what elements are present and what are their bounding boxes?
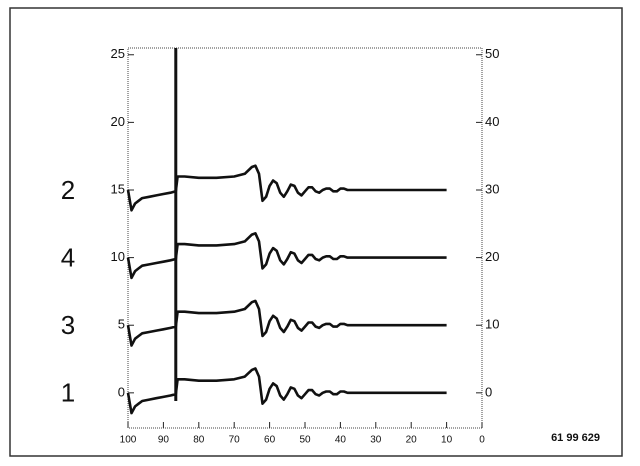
- x-tick-label: 0: [479, 435, 485, 446]
- x-tick-label: 20: [406, 435, 418, 446]
- series-label: 2: [61, 175, 75, 205]
- x-tick-label: 80: [193, 435, 205, 446]
- frame: [9, 7, 623, 457]
- figure-id: 61 99 629: [551, 432, 600, 444]
- x-tick-label: 50: [299, 435, 311, 446]
- x-tick-label: 40: [335, 435, 347, 446]
- series-line: [126, 164, 447, 212]
- y2-tick-label: 0: [485, 384, 492, 399]
- x-tick-label: 60: [264, 435, 276, 446]
- y-tick-label: 15: [111, 181, 125, 196]
- x-tick-label: 10: [441, 435, 453, 446]
- y-tick-label: 20: [111, 114, 125, 129]
- y-tick-label: 5: [118, 317, 125, 332]
- series-label: 3: [61, 310, 75, 340]
- y-tick-label: 10: [111, 249, 125, 264]
- y2-tick-label: 50: [485, 46, 499, 61]
- x-tick-label: 100: [120, 435, 137, 446]
- y2-tick-label: 20: [485, 249, 499, 264]
- y2-tick-label: 40: [485, 114, 499, 129]
- y-tick-label: 0: [118, 384, 125, 399]
- series-line: [126, 299, 447, 347]
- y2-tick-label: 10: [485, 317, 499, 332]
- series-line: [126, 232, 447, 280]
- x-tick-label: 30: [370, 435, 382, 446]
- x-tick-label: 90: [158, 435, 170, 446]
- x-tick-label: 70: [229, 435, 241, 446]
- series-label: 4: [61, 242, 75, 272]
- series-label: 1: [61, 378, 75, 408]
- series-line: [126, 367, 447, 415]
- y-tick-label: 25: [111, 46, 125, 61]
- plot-frame: [127, 47, 483, 429]
- y2-tick-label: 30: [485, 181, 499, 196]
